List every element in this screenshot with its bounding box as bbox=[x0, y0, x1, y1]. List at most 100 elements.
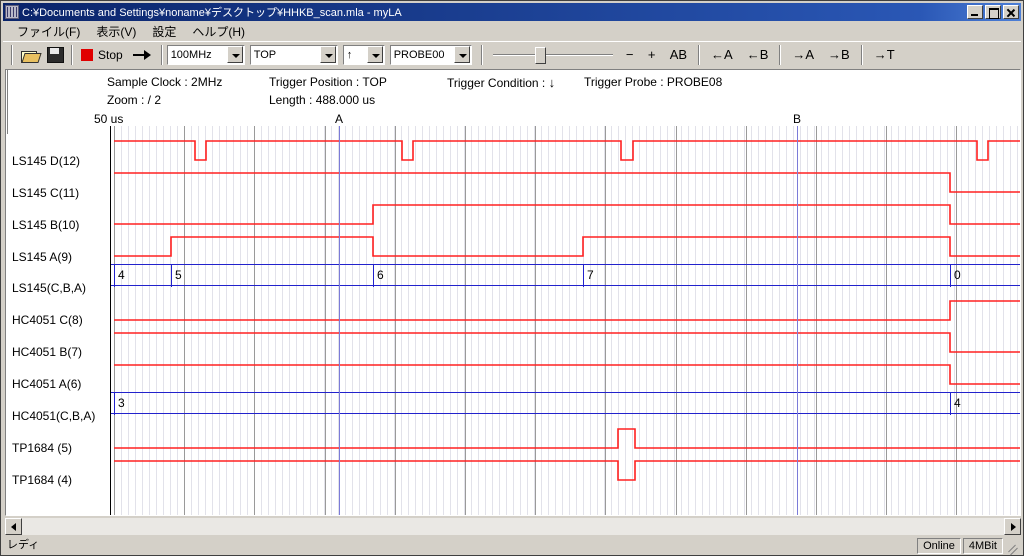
cursor-b-label: B bbox=[793, 112, 802, 126]
minor-grid bbox=[114, 126, 1020, 515]
window-title: C:¥Documents and Settings¥noname¥デスクトップ¥… bbox=[22, 7, 402, 19]
stop-button[interactable]: Stop bbox=[77, 43, 127, 66]
zoom-slider[interactable] bbox=[492, 45, 613, 65]
toolbar-separator bbox=[779, 44, 782, 65]
info-sample-clock: Sample Clock : 2MHz bbox=[107, 75, 223, 89]
next-cursor-b-button[interactable]: →B bbox=[821, 43, 857, 66]
run-button[interactable] bbox=[126, 43, 157, 66]
chevron-down-icon[interactable] bbox=[319, 46, 336, 63]
status-message: レディ bbox=[7, 539, 40, 551]
grid-major-line bbox=[956, 126, 957, 515]
toolbar: Stop 100MHz TOP ↑ PROBE00 − + AB bbox=[3, 41, 1021, 67]
grid-major-line bbox=[254, 126, 255, 515]
prev-cursor-b-button[interactable]: ←B bbox=[739, 43, 776, 66]
zoom-slider-thumb[interactable] bbox=[534, 46, 546, 64]
toolbar-separator bbox=[698, 44, 701, 65]
trigger-probe-value: PROBE00 bbox=[393, 48, 445, 61]
maximize-button[interactable] bbox=[985, 5, 1001, 19]
channel-label-column: LS145 D(12) LS145 C(11) LS145 B(10) LS14… bbox=[6, 134, 110, 515]
sample-clock-select[interactable]: 100MHz bbox=[165, 43, 246, 66]
capture-info-panel: Sample Clock : 2MHz Zoom : / 2 Trigger P… bbox=[6, 72, 1020, 110]
folder-open-icon bbox=[21, 48, 39, 63]
grid-major-line bbox=[325, 126, 326, 515]
scrollbar-track[interactable] bbox=[22, 518, 1004, 535]
scroll-right-button[interactable] bbox=[1004, 518, 1021, 535]
bus-hc4051-value: 4 bbox=[954, 396, 961, 410]
next-cursor-a-button[interactable]: →A bbox=[785, 43, 822, 66]
goto-trigger-button[interactable]: →T bbox=[866, 43, 902, 66]
bus-hc4051-divider bbox=[114, 393, 115, 415]
channel-label-hc4051-c8[interactable]: HC4051 C(8) bbox=[12, 313, 83, 327]
title-bar: C:¥Documents and Settings¥noname¥デスクトップ¥… bbox=[3, 3, 1021, 21]
bus-ls145-value: 0 bbox=[954, 268, 961, 282]
grid-major-line bbox=[886, 126, 887, 515]
channel-label-tp1684-4[interactable]: TP1684 (4) bbox=[12, 473, 73, 487]
bus-ls145-divider bbox=[171, 265, 172, 287]
bus-ls145-value: 5 bbox=[175, 268, 182, 282]
cursor-b-line[interactable] bbox=[797, 126, 798, 515]
resize-grip[interactable] bbox=[1005, 539, 1019, 553]
falling-edge-icon: ↓ bbox=[548, 75, 556, 90]
trigger-position-select[interactable]: TOP bbox=[248, 43, 339, 66]
close-button[interactable] bbox=[1003, 5, 1019, 19]
bus-ls145-divider bbox=[950, 265, 951, 287]
zoom-out-button[interactable]: − bbox=[618, 43, 641, 66]
open-button[interactable] bbox=[17, 43, 43, 66]
app-icon bbox=[5, 5, 19, 19]
grid-major-line bbox=[746, 126, 747, 515]
trigger-position-value: TOP bbox=[253, 48, 277, 61]
status-bar: レディ Online 4MBit bbox=[3, 537, 1021, 555]
arrow-right-icon bbox=[131, 48, 153, 62]
waveform-client-area: Sample Clock : 2MHz Zoom : / 2 Trigger P… bbox=[5, 69, 1021, 516]
chevron-down-icon[interactable] bbox=[453, 46, 470, 63]
zoom-slider-track bbox=[492, 53, 613, 56]
bus-hc4051-divider bbox=[950, 393, 951, 415]
menu-item-file[interactable]: ファイル(F) bbox=[17, 24, 81, 39]
zoom-ab-button[interactable]: AB bbox=[662, 43, 695, 66]
chevron-down-icon[interactable] bbox=[366, 46, 383, 63]
channel-label-tp1684-5[interactable]: TP1684 (5) bbox=[12, 441, 73, 455]
trigger-edge-select[interactable]: ↑ bbox=[341, 43, 386, 66]
channel-label-ls145-bus[interactable]: LS145(C,B,A) bbox=[12, 281, 87, 295]
toolbar-separator bbox=[160, 44, 163, 65]
grid-major-line bbox=[114, 126, 115, 515]
info-trigger-position: Trigger Position : TOP bbox=[269, 75, 387, 89]
grid-major-line bbox=[395, 126, 396, 515]
bus-ls145-divider bbox=[114, 265, 115, 287]
menu-item-settings[interactable]: 設定 bbox=[152, 24, 177, 39]
trigger-edge-value: ↑ bbox=[346, 48, 353, 61]
info-length: Length : 488.000 us bbox=[269, 93, 376, 107]
channel-label-hc4051-b7[interactable]: HC4051 B(7) bbox=[12, 345, 83, 359]
channel-label-ls145-b10[interactable]: LS145 B(10) bbox=[12, 218, 80, 232]
trigger-probe-select[interactable]: PROBE00 bbox=[388, 43, 473, 66]
channel-label-ls145-a9[interactable]: LS145 A(9) bbox=[12, 250, 73, 264]
horizontal-scrollbar[interactable] bbox=[5, 518, 1021, 535]
channel-label-ls145-d12[interactable]: LS145 D(12) bbox=[12, 154, 81, 168]
grid-major-line bbox=[816, 126, 817, 515]
minimize-button[interactable] bbox=[967, 5, 983, 19]
menu-item-help[interactable]: ヘルプ(H) bbox=[192, 24, 246, 39]
menu-item-view[interactable]: 表示(V) bbox=[96, 24, 137, 39]
prev-cursor-a-button[interactable]: ←A bbox=[704, 43, 740, 66]
sample-clock-value: 100MHz bbox=[170, 48, 212, 61]
info-trigger-condition-label: Trigger Condition : bbox=[447, 76, 546, 90]
save-button[interactable] bbox=[43, 43, 67, 66]
chevron-down-icon[interactable] bbox=[226, 46, 243, 63]
info-trigger-probe: Trigger Probe : PROBE08 bbox=[584, 75, 723, 89]
label-plot-divider bbox=[110, 126, 111, 515]
scroll-left-button[interactable] bbox=[5, 518, 22, 535]
channel-label-hc4051-a6[interactable]: HC4051 A(6) bbox=[12, 377, 82, 391]
channel-label-ls145-c11[interactable]: LS145 C(11) bbox=[12, 186, 80, 200]
toolbar-separator bbox=[71, 44, 73, 65]
toolbar-separator bbox=[480, 44, 483, 65]
cursor-a-line[interactable] bbox=[339, 126, 340, 515]
bus-ls145-divider bbox=[583, 265, 584, 287]
channel-label-hc4051-bus[interactable]: HC4051(C,B,A) bbox=[12, 409, 96, 423]
toolbar-separator bbox=[11, 44, 13, 65]
bus-ls145-value: 6 bbox=[377, 268, 384, 282]
cursor-a-label: A bbox=[335, 112, 344, 126]
zoom-in-button[interactable]: + bbox=[640, 43, 663, 66]
